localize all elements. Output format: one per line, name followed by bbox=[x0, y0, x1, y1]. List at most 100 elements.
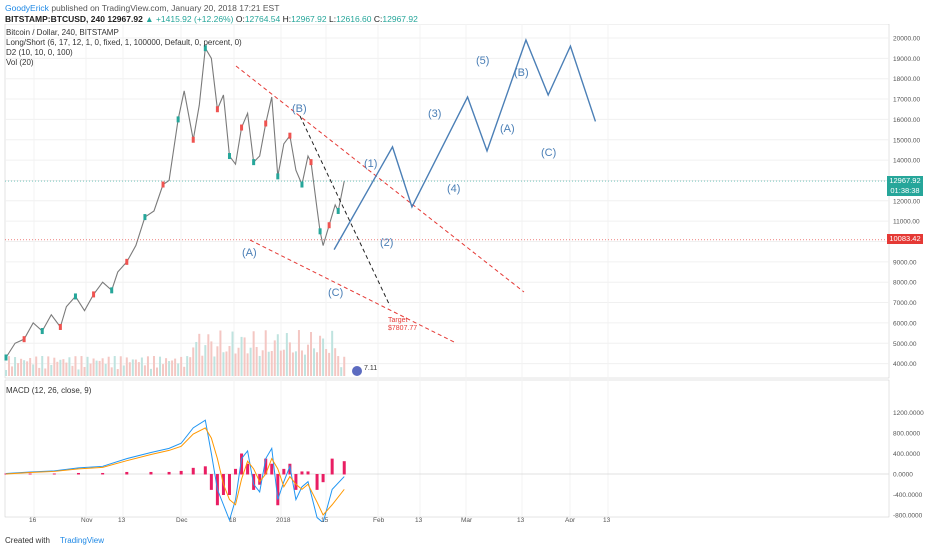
wave-label: (C) bbox=[328, 287, 343, 299]
price-axis[interactable]: 20000.00 19000.00 18000.00 17000.00 16000.00… bbox=[893, 36, 926, 541]
volume-bar bbox=[180, 356, 183, 376]
wave-label: (B) bbox=[514, 67, 529, 79]
volume-bar bbox=[17, 363, 20, 376]
legend-vol[interactable]: Vol (20) bbox=[6, 58, 34, 67]
volume-bar bbox=[210, 341, 213, 376]
macd-histogram-bar bbox=[125, 471, 129, 475]
macd-histogram-bar bbox=[246, 463, 250, 475]
volume-bar bbox=[38, 367, 41, 376]
macd-histogram-bar bbox=[288, 463, 292, 475]
wave-label: (A) bbox=[500, 123, 515, 135]
volume-bar bbox=[165, 358, 168, 376]
volume-bar bbox=[307, 344, 309, 376]
macd-histogram-bar bbox=[282, 468, 286, 475]
volume-bar bbox=[168, 361, 171, 376]
wave-label: (B) bbox=[292, 103, 307, 115]
volume-bar bbox=[152, 356, 155, 376]
macd-pane[interactable] bbox=[4, 379, 890, 518]
volume-bar bbox=[219, 330, 222, 376]
volume-bar bbox=[186, 356, 189, 376]
candle bbox=[252, 159, 256, 166]
chart-area[interactable]: (A) (B) (C) (1) (2) (3) (4) (5) (A) (B) (C) 20000.… bbox=[0, 23, 932, 541]
high-label: H: bbox=[282, 14, 292, 24]
volume-badge-icon[interactable] bbox=[352, 366, 362, 376]
candle bbox=[58, 323, 62, 330]
created-with: Created with bbox=[5, 536, 50, 545]
volume-bar bbox=[89, 363, 92, 376]
volume-bar bbox=[113, 356, 116, 376]
volume-bar bbox=[107, 356, 110, 376]
macd-histogram-bar bbox=[276, 474, 280, 506]
volume-bar bbox=[340, 367, 343, 376]
candle bbox=[336, 207, 340, 214]
price-tick: 12000.00 bbox=[893, 198, 920, 205]
symbol-name[interactable]: BITSTAMP:BTCUSD, 240 bbox=[5, 14, 105, 24]
wave-label: (C) bbox=[541, 147, 556, 159]
target-label: Target bbox=[388, 317, 408, 324]
candle bbox=[240, 124, 244, 131]
volume-bar bbox=[316, 352, 319, 376]
volume-badge: 7.11 bbox=[364, 365, 377, 372]
legend-longshort[interactable]: Long/Short (6, 17, 12, 1, 0, fixed, 1, 1… bbox=[6, 38, 242, 47]
author-link[interactable]: GoodyErick bbox=[5, 3, 49, 13]
price-tick: 6000.00 bbox=[893, 320, 917, 327]
open-label: O: bbox=[235, 14, 245, 24]
volume-bar bbox=[270, 350, 273, 376]
elliott-wave: (A) (B) (C) (1) (2) (3) (4) (5) (A) (B) (C) bbox=[242, 38, 597, 299]
low-value: 12616.60 bbox=[336, 14, 372, 24]
macd-histogram-bar bbox=[203, 466, 207, 475]
volume-bar bbox=[101, 358, 104, 376]
macd-legend[interactable]: MACD (12, 26, close, 9) bbox=[6, 386, 92, 395]
volume-bar bbox=[279, 350, 282, 376]
macd-histogram-bar bbox=[28, 473, 32, 475]
volume-bar bbox=[5, 370, 7, 376]
indicator-legend: Bitcoin / Dollar, 240, BITSTAMP Long/Sho… bbox=[6, 28, 242, 68]
candle bbox=[73, 293, 77, 300]
legend-d2[interactable]: D2 (10, 10, 0, 100) bbox=[6, 48, 73, 57]
wave-label: (3) bbox=[428, 108, 441, 120]
upper-trendline bbox=[235, 65, 525, 293]
volume-bar bbox=[261, 350, 264, 376]
volume-bar bbox=[294, 351, 297, 376]
volume-bar bbox=[44, 368, 47, 376]
macd-histogram-bar bbox=[227, 474, 231, 495]
volume-bar bbox=[62, 359, 65, 376]
low-label: L: bbox=[328, 14, 337, 24]
volume-bar bbox=[29, 357, 32, 376]
volume-bar bbox=[243, 337, 246, 376]
volume-bar bbox=[313, 348, 316, 376]
macd-histogram-bar bbox=[321, 474, 325, 483]
volume-bar bbox=[71, 365, 74, 376]
macd-histogram-bar bbox=[342, 461, 346, 475]
volume-bar bbox=[137, 362, 140, 376]
macd-histogram-bar bbox=[234, 468, 238, 475]
time-tick: 2018 bbox=[276, 517, 291, 522]
volume-bar bbox=[276, 334, 279, 376]
wave-label: (4) bbox=[447, 183, 460, 195]
price-tick: 20000.00 bbox=[893, 36, 920, 43]
volume-bar bbox=[291, 352, 294, 376]
legend-symbol[interactable]: Bitcoin / Dollar, 240, BITSTAMP bbox=[6, 28, 119, 37]
macd-histogram-bar bbox=[52, 473, 56, 475]
volume-bar bbox=[83, 366, 86, 376]
candle bbox=[176, 116, 180, 123]
volume-bar bbox=[303, 354, 306, 376]
volume-bar bbox=[134, 359, 137, 376]
price-chart[interactable]: (A) (B) (C) (1) (2) (3) (4) (5) (A) (B) (C) 20000.… bbox=[0, 23, 932, 541]
wave-label: (1) bbox=[364, 158, 377, 170]
macd-tick: 0.0000 bbox=[893, 472, 913, 479]
volume-bar bbox=[80, 356, 83, 376]
macd-histogram-bar bbox=[191, 467, 195, 475]
volume-bar bbox=[56, 361, 59, 376]
candle bbox=[327, 222, 331, 229]
volume-bar bbox=[50, 364, 53, 376]
volume-bar bbox=[225, 351, 228, 376]
volume-bar bbox=[162, 364, 165, 376]
volume-bar bbox=[201, 355, 204, 376]
price-tick: 15000.00 bbox=[893, 137, 920, 144]
tradingview-logo[interactable]: TradingView bbox=[60, 536, 105, 545]
volume-bar bbox=[110, 367, 113, 376]
volume-bar bbox=[258, 355, 261, 376]
time-axis[interactable]: 16 Nov 13 Dec 18 2018 15 Feb 13 Mar 13 Apr 13 bbox=[29, 517, 611, 524]
last-price: 12967.92 bbox=[107, 14, 143, 24]
